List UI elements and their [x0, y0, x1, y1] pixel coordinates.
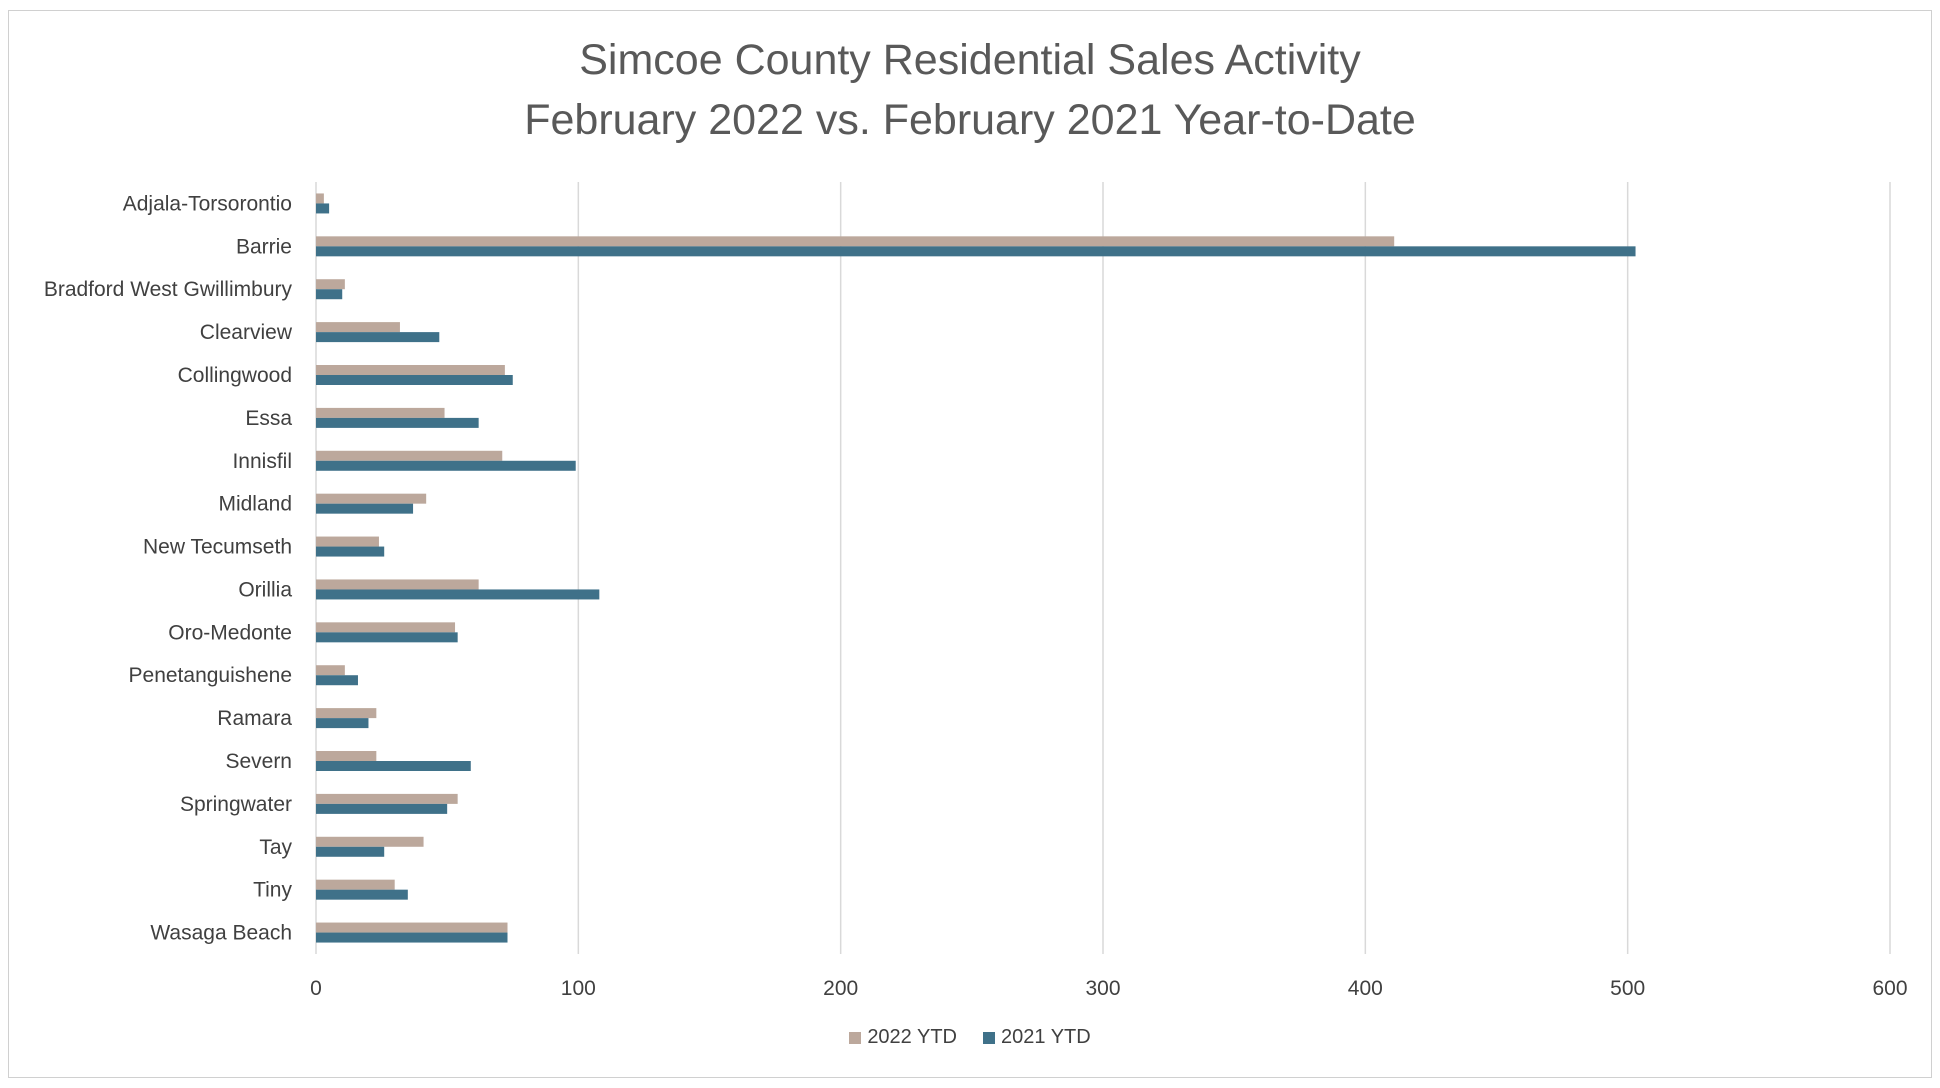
- bar-2022: [316, 879, 395, 890]
- bar-2022: [316, 751, 377, 761]
- bar-2022: [316, 322, 400, 333]
- legend-swatch-2022: [849, 1031, 862, 1044]
- x-tick-label-200: 200: [823, 977, 858, 1000]
- x-tick-label-500: 500: [1610, 977, 1645, 1000]
- category-label: Penetanguishene: [129, 664, 292, 687]
- chart-title: Simcoe County Residential Sales Activity…: [0, 30, 1940, 150]
- category-label: Clearview: [200, 321, 293, 344]
- category-label: Collingwood: [178, 364, 292, 387]
- bar-2022: [316, 836, 424, 847]
- bar-2022: [316, 793, 458, 804]
- category-label: Ramara: [217, 707, 292, 730]
- bar-2021: [316, 889, 408, 900]
- legend-item-2022: 2022 YTD: [849, 1026, 957, 1049]
- category-label: Tay: [259, 836, 292, 859]
- bar-2021: [316, 675, 358, 686]
- category-label: Midland: [218, 493, 292, 516]
- x-tick-label-300: 300: [1085, 977, 1120, 1000]
- category-label: Essa: [245, 407, 292, 430]
- chart-title-line-1: Simcoe County Residential Sales Activity: [579, 36, 1361, 84]
- category-label: Barrie: [236, 235, 292, 258]
- bar-2021: [316, 589, 600, 600]
- bar-2021: [316, 332, 440, 343]
- labels: 0 100 200 300 400 500 600 Adjala-Torsorontio Bar…: [44, 192, 1908, 1000]
- bar-2021: [316, 546, 385, 557]
- category-label: Adjala-Torsorontio: [123, 192, 292, 215]
- bar-2022: [316, 536, 379, 547]
- bar-2022: [316, 236, 1395, 247]
- category-label: Orillia: [238, 578, 292, 601]
- bar-2021: [316, 460, 576, 471]
- bar-2021: [316, 932, 508, 943]
- chart-title-line-2: February 2022 vs. February 2021 Year-to-…: [524, 96, 1416, 144]
- legend-label-2022: 2022 YTD: [867, 1026, 957, 1048]
- bar-2022: [316, 622, 456, 633]
- gridlines: [315, 182, 1891, 954]
- bar-2022: [316, 493, 427, 504]
- bar-2021: [316, 803, 448, 814]
- x-tick-label-600: 600: [1872, 977, 1907, 1000]
- legend-label-2021: 2021 YTD: [1001, 1026, 1091, 1048]
- bar-2021: [316, 761, 471, 771]
- bar-2021: [316, 632, 458, 643]
- legend-swatch-2021: [983, 1031, 995, 1044]
- category-label: New Tecumseth: [143, 536, 292, 559]
- category-label: Springwater: [180, 793, 292, 816]
- category-label: Tiny: [253, 879, 292, 902]
- bar-2021: [316, 203, 330, 214]
- bar-2021: [316, 289, 343, 300]
- bar-2022: [316, 922, 508, 933]
- category-label: Oro-Medonte: [168, 621, 292, 644]
- bar-2022: [316, 665, 345, 676]
- category-label: Severn: [225, 750, 292, 773]
- bar-2022: [316, 708, 377, 719]
- x-tick-label-0: 0: [310, 977, 322, 1000]
- legend: 2022 YTD 2021 YTD: [0, 1026, 1940, 1049]
- bars: [316, 193, 1636, 943]
- bar-2022: [316, 407, 445, 418]
- bar-2022: [316, 450, 503, 461]
- bar-2022: [316, 579, 479, 590]
- bar-2021: [316, 417, 479, 428]
- category-label: Innisfil: [232, 450, 292, 473]
- category-label: Bradford West Gwillimbury: [44, 278, 293, 301]
- bar-2021: [316, 718, 369, 729]
- x-tick-label-100: 100: [561, 977, 596, 1000]
- bar-2022: [316, 365, 505, 375]
- bar-2021: [316, 846, 385, 857]
- bar-2022: [316, 193, 324, 204]
- bar-2021: [316, 246, 1636, 257]
- category-label: Wasaga Beach: [150, 922, 292, 945]
- x-tick-label-400: 400: [1348, 977, 1383, 1000]
- bar-2021: [316, 375, 513, 385]
- legend-item-2021: 2021 YTD: [983, 1026, 1091, 1049]
- bar-2022: [316, 279, 345, 290]
- bar-2021: [316, 503, 414, 514]
